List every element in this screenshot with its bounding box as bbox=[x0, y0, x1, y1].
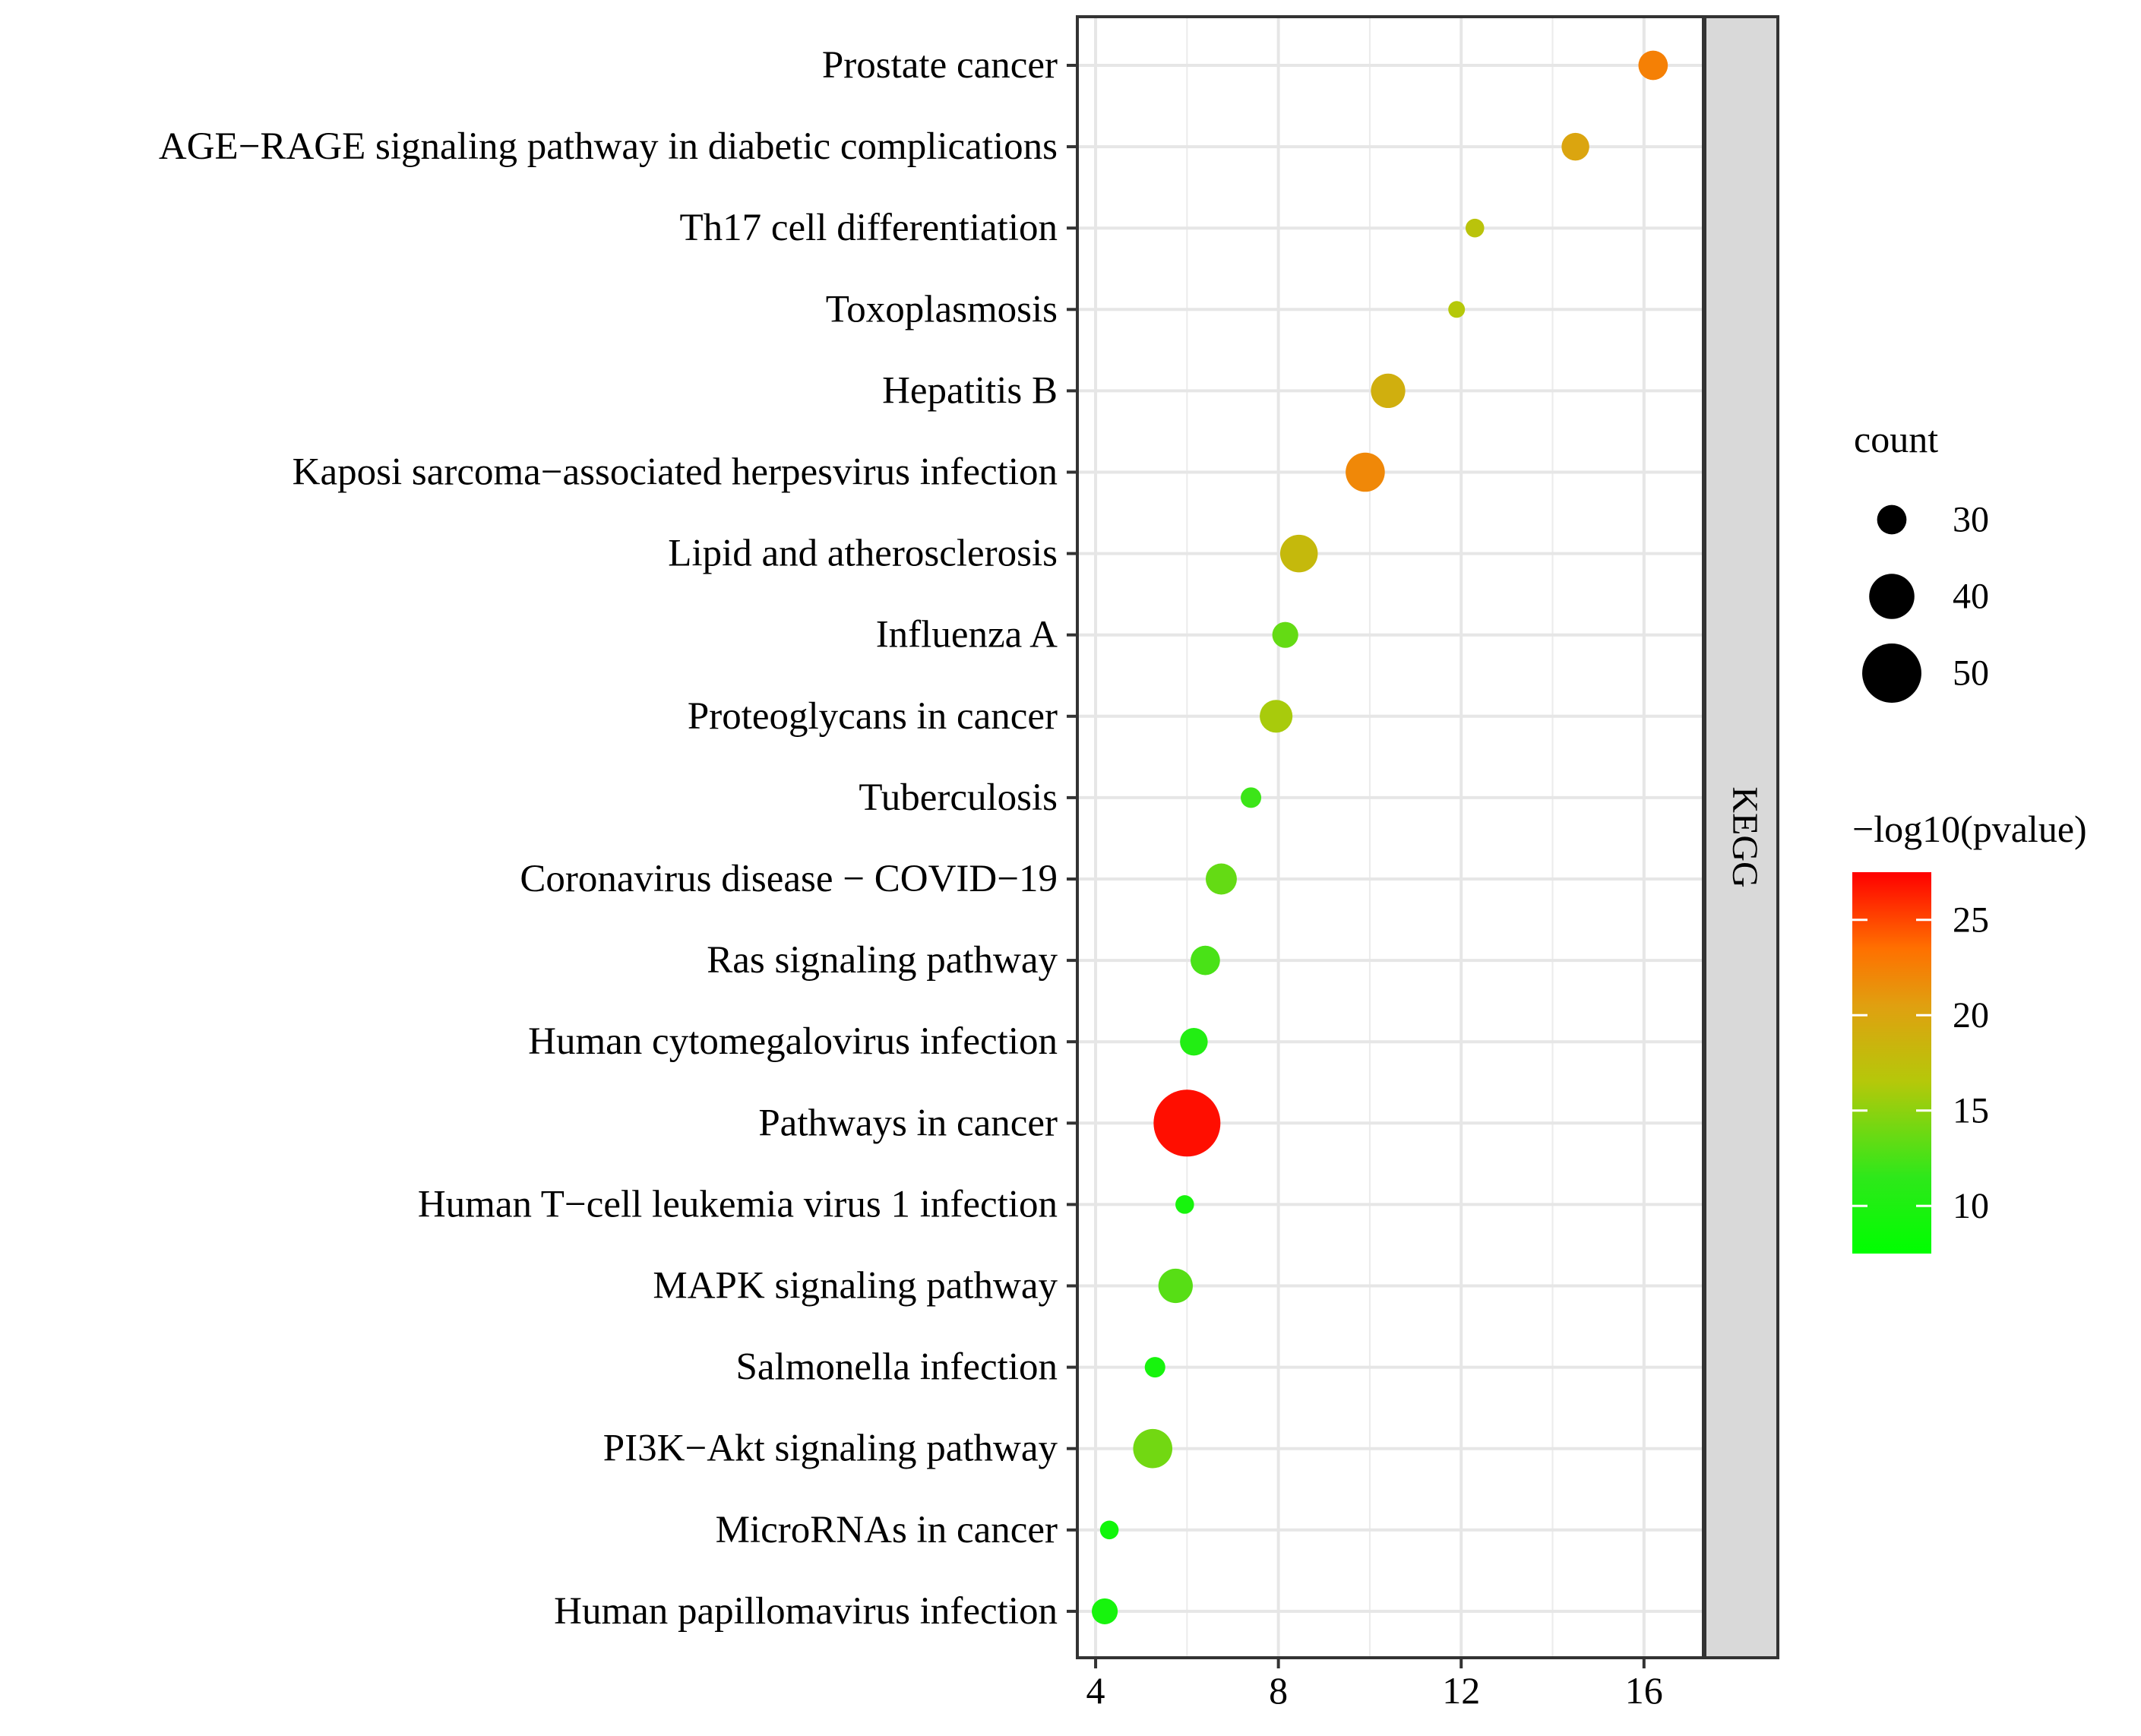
y-tick-label: Salmonella infection bbox=[736, 1346, 1058, 1389]
data-point bbox=[1144, 1357, 1165, 1378]
color-legend-bar bbox=[1852, 872, 1931, 1254]
y-tick-label: Pathways in cancer bbox=[758, 1102, 1058, 1144]
data-point bbox=[1272, 621, 1298, 648]
size-legend-key bbox=[1869, 574, 1915, 619]
data-point bbox=[1175, 1195, 1194, 1214]
y-tick-label: AGE−RAGE signaling pathway in diabetic c… bbox=[159, 125, 1058, 168]
data-point bbox=[1099, 1520, 1119, 1540]
y-tick-label: Hepatitis B bbox=[882, 369, 1058, 412]
data-point bbox=[1466, 218, 1485, 238]
color-legend-label: 10 bbox=[1953, 1186, 1989, 1226]
size-legend-label: 40 bbox=[1953, 577, 1989, 617]
size-legend-label: 30 bbox=[1953, 500, 1989, 540]
x-tick-label: 4 bbox=[1086, 1669, 1105, 1712]
size-legend-label: 50 bbox=[1953, 653, 1989, 694]
color-legend: −log10(pvalue) 10 15 20 25 bbox=[1852, 808, 2087, 1254]
data-point bbox=[1448, 301, 1466, 318]
size-legend: count 30 40 50 bbox=[1854, 418, 1989, 703]
data-point bbox=[1260, 700, 1293, 733]
y-tick-label: Human papillomavirus infection bbox=[554, 1590, 1058, 1633]
y-tick-label: Prostate cancer bbox=[822, 44, 1058, 87]
data-point bbox=[1153, 1089, 1221, 1157]
y-tick-label: MicroRNAs in cancer bbox=[716, 1509, 1058, 1551]
data-point bbox=[1133, 1428, 1173, 1469]
y-tick-label: Ras signaling pathway bbox=[707, 939, 1058, 982]
y-tick-label: MAPK signaling pathway bbox=[653, 1265, 1058, 1308]
plot-panel bbox=[1076, 15, 1705, 1659]
panel-background bbox=[1077, 17, 1703, 1658]
data-point bbox=[1346, 452, 1385, 492]
data-point bbox=[1561, 132, 1589, 161]
x-tick-label: 16 bbox=[1625, 1669, 1663, 1712]
y-tick-label: Kaposi sarcoma−associated herpesvirus in… bbox=[293, 451, 1058, 494]
data-point bbox=[1180, 1027, 1208, 1056]
color-legend-title: −log10(pvalue) bbox=[1852, 808, 2087, 850]
y-tick-label: Th17 cell differentiation bbox=[679, 207, 1058, 249]
y-tick-label: Human cytomegalovirus infection bbox=[528, 1020, 1058, 1063]
y-tick-label: PI3K−Akt signaling pathway bbox=[603, 1428, 1058, 1470]
y-tick-label: Human T−cell leukemia virus 1 infection bbox=[418, 1183, 1058, 1225]
data-point bbox=[1371, 373, 1406, 409]
data-point bbox=[1241, 787, 1262, 808]
size-legend-key bbox=[1877, 504, 1907, 535]
y-tick-label: Lipid and atherosclerosis bbox=[668, 533, 1058, 575]
data-point bbox=[1191, 945, 1220, 976]
x-axis: 4 8 12 16 bbox=[1086, 1658, 1663, 1712]
data-point bbox=[1092, 1598, 1118, 1624]
size-legend-title: count bbox=[1854, 418, 1938, 460]
color-legend-label: 15 bbox=[1953, 1090, 1989, 1130]
data-point bbox=[1158, 1268, 1193, 1304]
data-points bbox=[1092, 50, 1668, 1624]
x-tick-label: 12 bbox=[1442, 1669, 1480, 1712]
color-legend-label: 25 bbox=[1953, 900, 1989, 940]
facet-strip: KEGG bbox=[1703, 15, 1779, 1659]
y-tick-label: Influenza A bbox=[876, 614, 1058, 656]
major-gridlines bbox=[1077, 17, 1703, 1658]
size-legend-key bbox=[1862, 643, 1921, 703]
y-tick-label: Tuberculosis bbox=[859, 776, 1058, 819]
y-tick-label: Coronavirus disease − COVID−19 bbox=[520, 858, 1058, 900]
data-point bbox=[1205, 863, 1237, 895]
facet-strip-label: KEGG bbox=[1725, 786, 1765, 887]
facet-strip-background bbox=[1703, 15, 1779, 1659]
data-point bbox=[1279, 534, 1318, 573]
x-tick-label: 8 bbox=[1269, 1669, 1288, 1712]
minor-gridlines bbox=[1186, 17, 1554, 1658]
data-point bbox=[1638, 50, 1668, 81]
color-legend-label: 20 bbox=[1953, 995, 1989, 1036]
y-axis: Prostate cancer AGE−RAGE signaling pathwa… bbox=[159, 44, 1077, 1633]
y-tick-label: Proteoglycans in cancer bbox=[688, 695, 1058, 738]
y-tick-label: Toxoplasmosis bbox=[826, 288, 1058, 330]
